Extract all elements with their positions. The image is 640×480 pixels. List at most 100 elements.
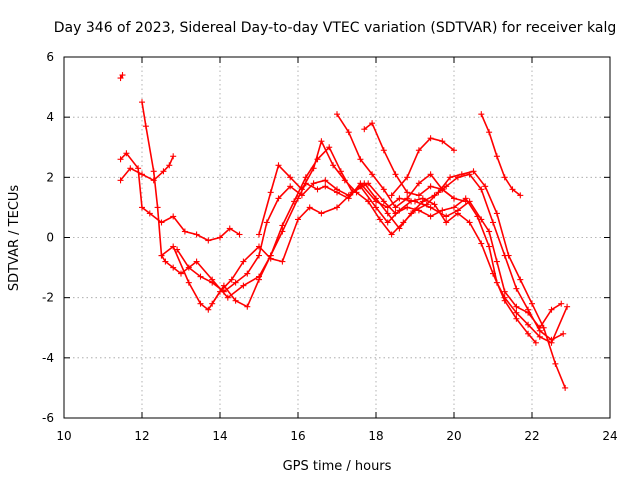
data-point-marker [178,270,184,277]
data-point-marker [119,72,126,79]
data-point-marker [369,171,376,178]
data-point-marker [357,156,364,163]
data-point-marker [513,309,520,316]
data-point-marker [287,183,294,190]
series-arc-4 [139,99,565,331]
x-tick-labels: 10 12 14 16 18 20 22 24 [56,429,617,443]
series-arc-11 [388,135,457,199]
data-point-marker [310,180,317,187]
data-point-marker [181,228,188,235]
data-point-marker [162,258,169,265]
x-tick-label: 10 [56,429,71,443]
y-tick-label: -2 [42,291,54,305]
data-point-marker [493,153,500,160]
data-point-marker [384,219,391,226]
data-point-marker [150,168,157,175]
x-axis-label: GPS time / hours [283,459,392,474]
series-arc-1 [117,72,126,82]
data-point-marker [298,186,305,193]
data-point-marker [236,231,243,238]
data-point-marker [287,174,294,181]
data-point-marker [548,336,555,343]
data-point-marker [322,177,329,184]
x-tick-label: 12 [134,429,149,443]
data-point-marker [318,138,325,145]
data-point-marker [345,192,352,199]
data-point-marker [295,216,301,223]
data-point-marker [217,234,223,241]
data-point-marker [341,177,348,184]
chart-title: Day 346 of 2023, Sidereal Day-to-day VTE… [54,20,616,36]
data-point-marker [306,204,313,211]
data-point-marker [404,195,411,202]
data-point-marker [135,165,142,172]
data-point-marker [536,333,543,340]
data-point-marker [158,252,165,259]
data-point-marker [490,270,496,277]
data-point-marker [361,126,368,133]
data-point-marker [548,306,555,313]
data-point-marker [353,189,360,196]
data-point-marker [486,129,493,136]
data-point-marker [174,246,181,253]
data-point-marker [232,297,239,304]
data-point-marker [334,111,340,118]
data-point-marker [334,186,340,193]
data-point-marker [404,189,411,196]
data-point-marker [470,168,477,175]
x-tick-label: 24 [602,429,617,443]
data-point-marker [193,231,200,238]
data-point-marker [240,282,247,289]
data-point-marker [454,210,461,217]
x-tick-label: 16 [290,429,305,443]
y-tick-label: 2 [46,170,54,184]
data-point-marker [209,300,216,307]
y-tick-label: 6 [46,50,54,64]
data-point-marker [517,192,524,199]
data-point-marker [558,300,565,307]
data-point-marker [427,183,434,190]
y-tick-label: 0 [46,231,54,245]
data-point-marker [334,204,340,211]
data-point-marker [361,180,368,187]
data-point-marker [322,183,329,190]
data-point-marker [123,150,130,157]
series-arc-10 [361,120,457,202]
x-tick-label: 22 [524,429,539,443]
x-tick-label: 14 [212,429,227,443]
data-point-marker [501,297,508,304]
data-point-marker [228,276,235,283]
data-point-marker [275,162,282,169]
series-arc-6 [174,177,539,346]
data-point-marker [525,321,532,328]
data-point-marker [197,273,204,280]
data-point-marker [431,201,438,208]
data-point-marker [525,330,532,337]
data-point-marker [462,198,469,205]
data-point-marker [552,360,559,367]
data-point-marker [427,204,434,211]
x-tick-label: 20 [446,429,461,443]
data-point-marker [404,174,411,181]
data-point-marker [142,123,149,130]
data-point-marker [240,258,247,265]
data-point-marker [205,237,212,244]
data-point-marker [220,282,227,289]
series-trace [141,101,562,330]
data-point-marker [396,195,403,202]
data-point-marker [170,243,177,250]
data-point-marker [435,189,442,196]
data-point-marker [185,279,192,286]
x-tick-label: 18 [368,429,383,443]
data-point-marker [205,306,212,313]
data-point-marker [451,204,457,211]
data-point-marker [224,294,231,301]
data-point-marker [408,198,415,205]
data-point-marker [412,207,418,214]
y-axis-label: SDTVAR / TECUs [7,185,22,292]
series-arc-7 [209,144,567,343]
data-point-marker [160,168,167,175]
data-point-marker [482,183,489,190]
axis-ticks [63,56,611,419]
